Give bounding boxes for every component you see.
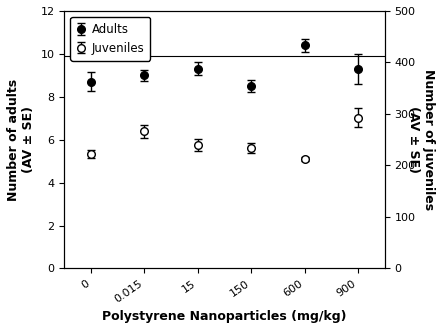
X-axis label: Polystyrene Nanoparticles (mg/kg): Polystyrene Nanoparticles (mg/kg) xyxy=(102,310,347,323)
Y-axis label: Number of adults
(AV ± SE): Number of adults (AV ± SE) xyxy=(7,79,35,201)
Legend: Adults, Juveniles: Adults, Juveniles xyxy=(70,17,150,61)
Y-axis label: Number of juveniles
(AV ± SE): Number of juveniles (AV ± SE) xyxy=(407,69,435,210)
